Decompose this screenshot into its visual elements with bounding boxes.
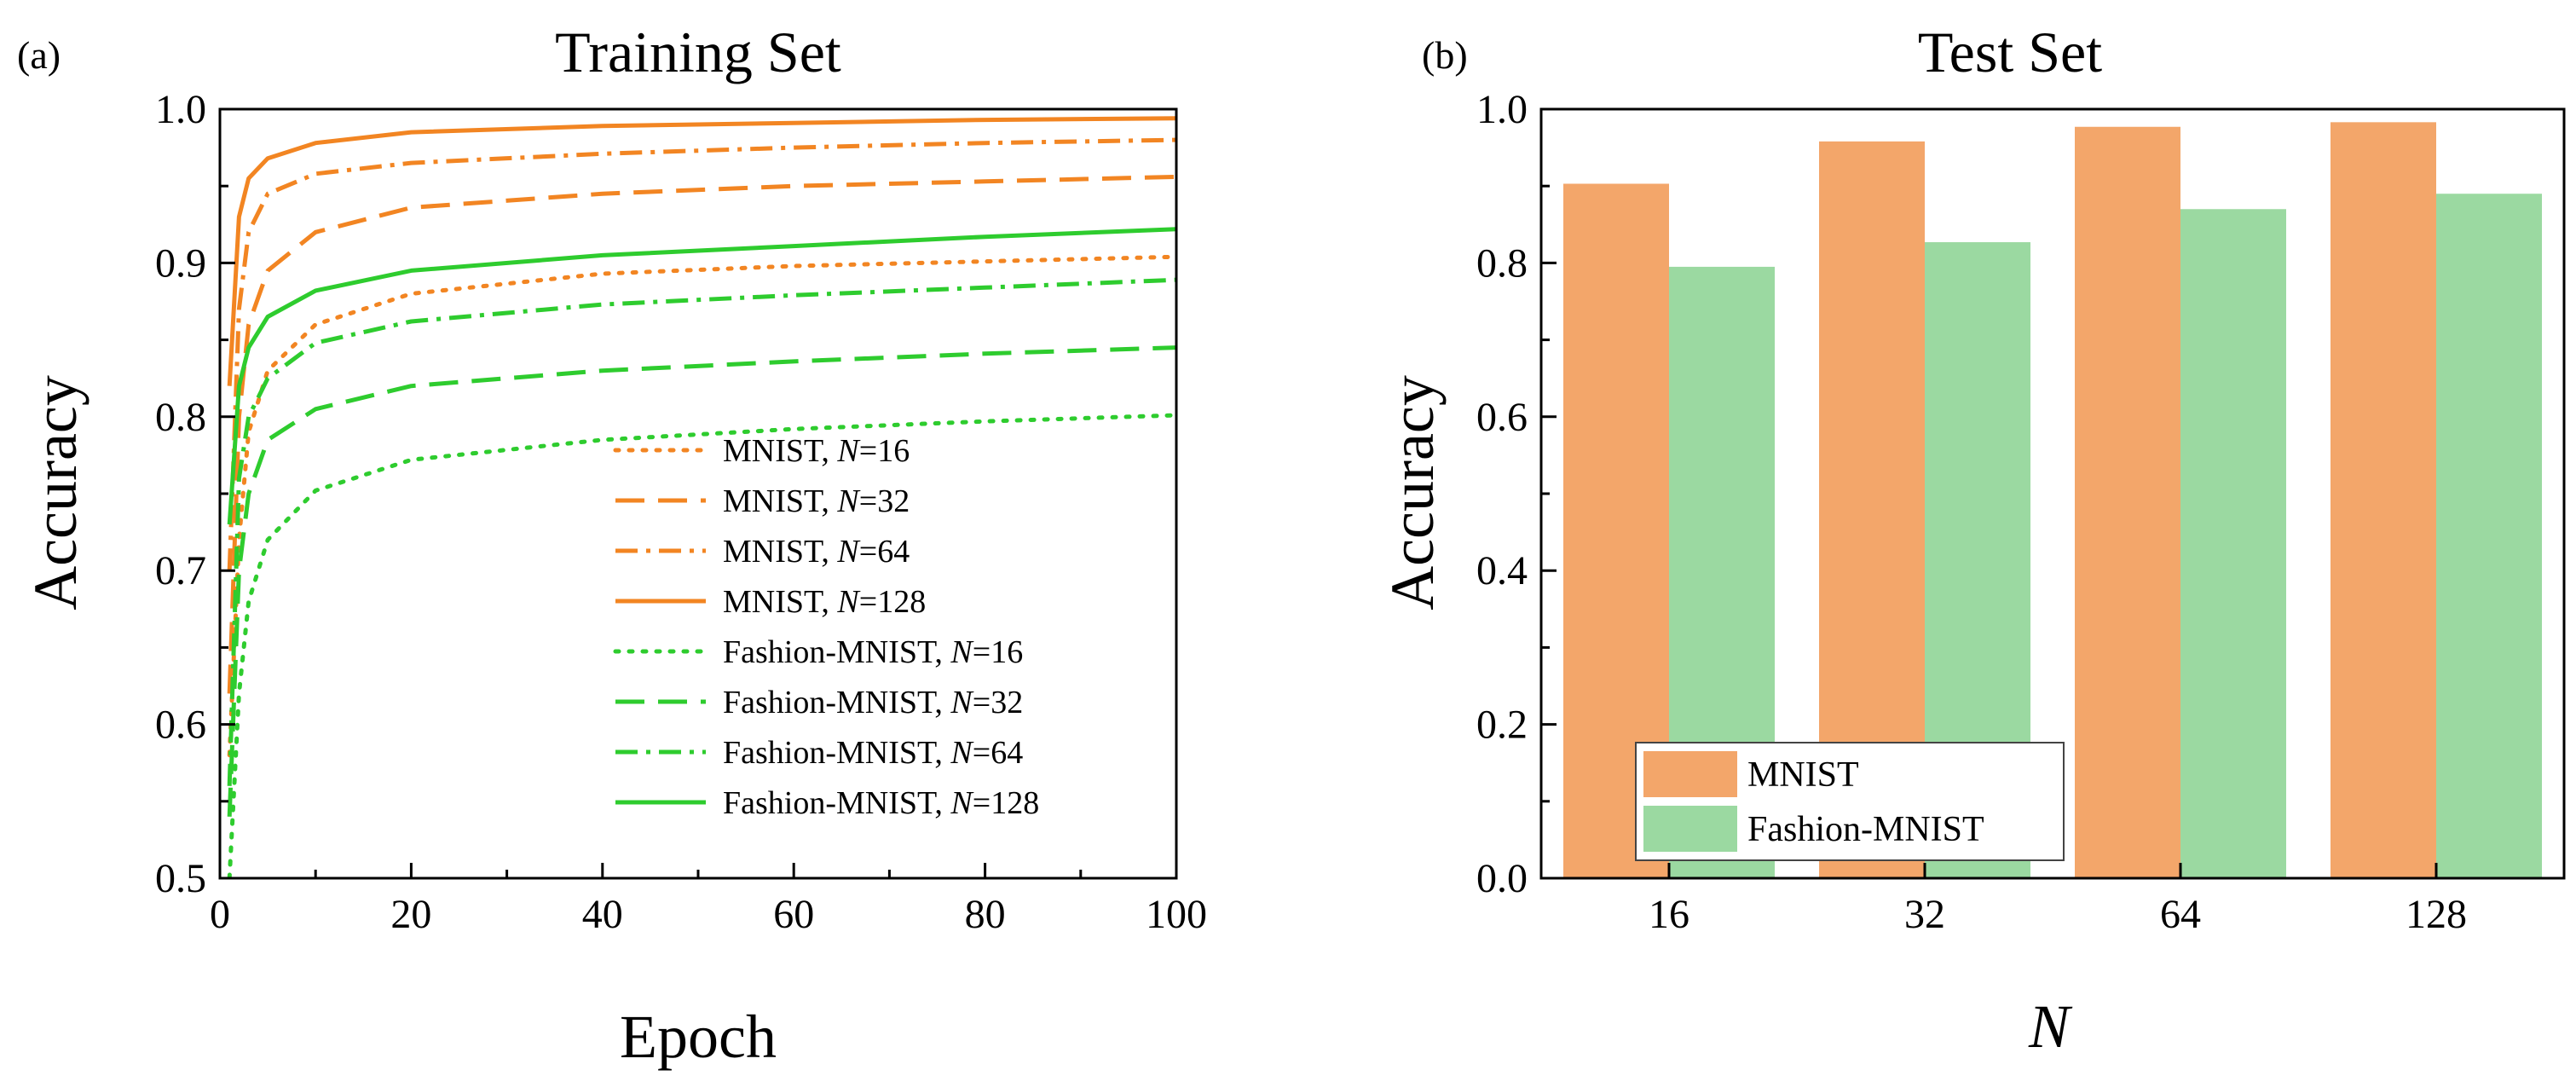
legend-n-symbol: N (950, 634, 974, 670)
legend-n-symbol: N (836, 534, 861, 570)
y-tick-label: 0.6 (155, 703, 206, 748)
y-tick-label: 0.6 (1476, 395, 1528, 440)
series-line-2 (227, 137, 1176, 571)
line-series-group (227, 116, 1176, 878)
legend-b: MNIST Fashion-MNIST (1635, 742, 2065, 861)
legend-n-value: =16 (859, 433, 910, 469)
x-tick-label: 60 (773, 892, 814, 937)
legend-label: Fashion-MNIST, N=64 (723, 735, 1023, 771)
y-tick-label: 0.0 (1476, 856, 1528, 901)
bar-fashion-mnist-128 (2436, 194, 2542, 879)
legend-label: Fashion-MNIST, N=128 (723, 785, 1039, 821)
legend-n-symbol: N (950, 735, 974, 771)
series-line-7 (227, 227, 1176, 525)
test-set-chart: (b) Test Set 0.0 0.2 0.4 0.6 0.8 1.0 16 32 64 12… (1378, 20, 2566, 1061)
legend-n-symbol: N (950, 685, 974, 720)
legend-dataset: MNIST, (723, 584, 837, 620)
bar-mnist-128 (2331, 122, 2436, 879)
x-axis-a: 0 20 40 60 80 100 (210, 863, 1207, 937)
y-tick-label: 0.4 (1476, 548, 1528, 593)
legend-dataset: MNIST, (723, 534, 837, 570)
legend-dataset: Fashion-MNIST, (723, 735, 950, 771)
panel-label-a: (a) (17, 33, 61, 77)
series-line-6 (227, 277, 1176, 786)
legend-n-symbol: N (836, 584, 861, 620)
series-line-5 (227, 345, 1176, 817)
legend-label: MNIST, N=32 (723, 483, 910, 519)
y-tick-label: 1.0 (155, 87, 206, 132)
x-tick-label: 64 (2160, 892, 2201, 937)
legend-label: MNIST, N=128 (723, 584, 926, 620)
series-line-4 (227, 413, 1176, 878)
legend-dataset: Fashion-MNIST, (723, 785, 950, 821)
legend-label: Fashion-MNIST, N=32 (723, 685, 1023, 720)
x-tick-label: 128 (2406, 892, 2467, 937)
plot-frame-a (218, 107, 1178, 880)
x-tick-label: 0 (210, 892, 230, 937)
x-axis-label-a: Epoch (620, 1003, 777, 1071)
y-axis-b: 0.0 0.2 0.4 0.6 0.8 1.0 (1476, 87, 1557, 901)
y-tick-label: 1.0 (1476, 87, 1528, 132)
y-tick-label: 0.9 (155, 240, 206, 286)
legend-n-symbol: N (950, 785, 974, 821)
legend-n-value: =64 (859, 534, 910, 570)
chart-title-a: Training Set (555, 20, 841, 84)
y-tick-label: 0.7 (155, 548, 206, 593)
legend-n-value: =32 (859, 483, 910, 519)
legend-label: Fashion-MNIST, N=16 (723, 634, 1023, 670)
legend-dataset: MNIST, (723, 483, 837, 519)
bar-series-group (1563, 122, 2542, 879)
series-line-0 (227, 254, 1176, 758)
x-tick-label: 80 (965, 892, 1006, 937)
legend-label: MNIST, N=64 (723, 534, 910, 570)
y-tick-label: 0.5 (155, 856, 206, 901)
x-tick-label: 40 (582, 892, 623, 937)
legend-swatch (1643, 806, 1737, 852)
bar-mnist-64 (2075, 126, 2180, 879)
legend-n-value: =64 (973, 735, 1023, 771)
y-tick-label: 0.8 (1476, 240, 1528, 286)
x-tick-label: 16 (1649, 892, 1689, 937)
x-tick-label: 32 (1904, 892, 1945, 937)
legend-n-symbol: N (836, 433, 861, 469)
legend-n-value: =128 (973, 785, 1039, 821)
x-tick-label: 100 (1146, 892, 1207, 937)
y-axis-label-a: Accuracy (21, 375, 90, 610)
bar-fashion-mnist-64 (2180, 209, 2286, 878)
x-tick-label: 20 (390, 892, 431, 937)
legend-dataset: Fashion-MNIST, (723, 685, 950, 720)
y-axis-label-b: Accuracy (1378, 375, 1447, 610)
legend-n-value: =32 (973, 685, 1023, 720)
series-line-3 (227, 116, 1176, 386)
legend-label: MNIST (1747, 755, 1859, 795)
x-axis-label-b: N (2028, 992, 2073, 1061)
legend-label: MNIST, N=16 (723, 433, 910, 469)
training-set-chart: (a) Training Set 0.5 0.6 0.7 0.8 0.9 1.0 0 20 4… (17, 20, 1207, 1071)
chart-title-b: Test Set (1918, 20, 2102, 84)
legend-n-value: =128 (859, 584, 926, 620)
legend-dataset: MNIST, (723, 433, 837, 469)
y-tick-label: 0.2 (1476, 703, 1528, 748)
legend-dataset: Fashion-MNIST, (723, 634, 950, 670)
y-tick-label: 0.8 (155, 395, 206, 440)
legend-n-value: =16 (973, 634, 1023, 670)
legend-swatch (1643, 751, 1737, 797)
legend-label: Fashion-MNIST (1747, 810, 1984, 849)
y-axis-a: 0.5 0.6 0.7 0.8 0.9 1.0 (155, 87, 235, 901)
x-axis-b: 16 32 64 128 (1649, 863, 2467, 937)
legend-n-symbol: N (836, 483, 861, 519)
panel-label-b: (b) (1422, 33, 1468, 77)
